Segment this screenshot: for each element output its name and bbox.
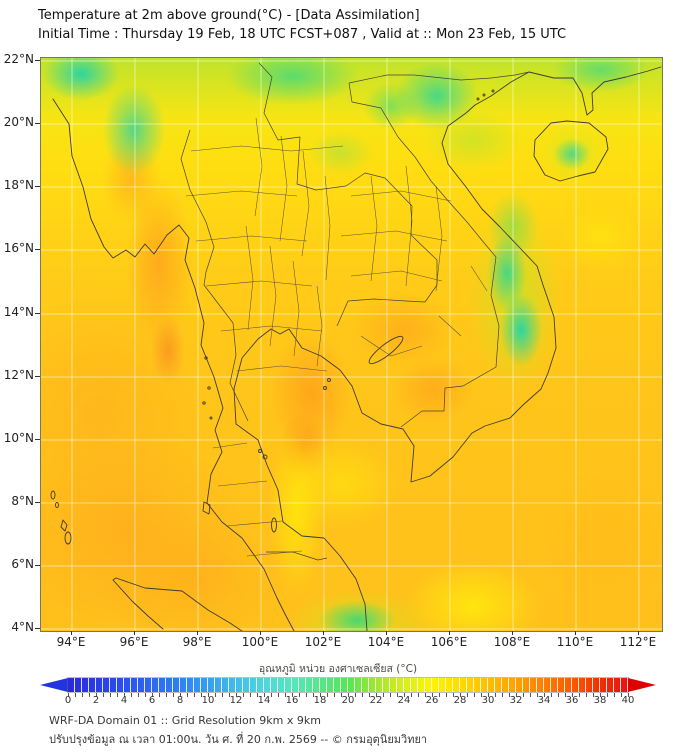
colorbar [40,677,656,697]
colorbar-tick-value: 38 [593,695,607,706]
lon-tick-label: 112°E [619,635,657,649]
lat-tick-label: 22°N [3,52,34,66]
header: Temperature at 2m above ground(°C) - [Da… [38,6,566,44]
map-canvas [40,57,663,632]
lat-tick-label: 8°N [11,494,34,508]
colorbar-tickmarks [68,693,629,697]
lon-tick-label: 96°E [119,635,149,649]
colorbar-tick-value: 0 [64,695,72,706]
lon-tickmark [71,631,72,635]
colorbar-tick-value: 24 [397,695,411,706]
lat-tickmark [35,186,40,187]
colorbar-tick-value: 36 [565,695,579,706]
lon-tick-label: 106°E [430,635,468,649]
footer-update-info: ปรับปรุงข้อมูล ณ เวลา 01:00น. วัน ศ. ที่… [49,733,428,746]
colorbar-left-arrow [40,678,68,692]
colorbar-cell-separators [68,678,628,692]
lat-tick-label: 6°N [11,557,34,571]
colorbar-tick-value: 26 [425,695,439,706]
lat-tick-label: 12°N [3,368,34,382]
lon-tickmark [323,631,324,635]
lon-tickmark [386,631,387,635]
lon-tick-label: 104°E [367,635,405,649]
colorbar-tick-value: 20 [341,695,355,706]
colorbar-tick-value: 30 [481,695,495,706]
lat-tickmark [35,565,40,566]
colorbar-tick-value: 22 [369,695,383,706]
lon-tickmark [575,631,576,635]
lat-tick-label: 14°N [3,305,34,319]
colorbar-tick-value: 18 [313,695,327,706]
lon-tick-label: 102°E [304,635,342,649]
colorbar-tick-value: 2 [92,695,100,706]
coastline-paths [50,66,662,631]
lon-tickmark [197,631,198,635]
colorbar-tick-value: 4 [120,695,128,706]
lat-tickmark [35,376,40,377]
country-border-paths [180,62,530,561]
temperature-heatmap-field [41,58,662,631]
lat-tickmark [35,439,40,440]
lat-tickmark [35,502,40,503]
lat-tickmark [35,313,40,314]
lat-tickmark [35,60,40,61]
colorbar-tick-value: 32 [509,695,523,706]
province-border-paths [185,117,488,557]
page-title: Temperature at 2m above ground(°C) - [Da… [38,8,420,23]
lon-tickmark [638,631,639,635]
lon-tick-label: 94°E [56,635,86,649]
lat-tick-label: 4°N [11,620,34,634]
lon-tickmark [260,631,261,635]
page-subtitle: Initial Time : Thursday 19 Feb, 18 UTC F… [38,27,567,42]
lat-tick-label: 20°N [3,115,34,129]
lon-tickmark [512,631,513,635]
colorbar-tick-value: 14 [257,695,271,706]
lon-tickmark [449,631,450,635]
footer-domain-info: WRF-DA Domain 01 :: Grid Resolution 9km … [49,714,321,727]
colorbar-tick-value: 6 [148,695,156,706]
colorbar-tick-value: 34 [537,695,551,706]
lon-tick-label: 108°E [493,635,531,649]
colorbar-tick-value: 8 [176,695,184,706]
lon-tick-label: 110°E [556,635,594,649]
lat-tick-label: 16°N [3,241,34,255]
colorbar-tick-value: 16 [285,695,299,706]
colorbar-tick-value: 12 [229,695,243,706]
lat-tick-label: 10°N [3,431,34,445]
lat-tickmark [35,249,40,250]
coastlines-borders-overlay [41,58,662,631]
lon-tick-label: 100°E [241,635,279,649]
colorbar-tick-value: 10 [201,695,215,706]
lat-tickmark [35,628,40,629]
lat-tickmark [35,123,40,124]
graticule-gridlines [41,58,662,631]
lon-tick-label: 98°E [182,635,212,649]
lon-tickmark [134,631,135,635]
colorbar-label: อุณหภูมิ หน่วย องศาเซลเซียส (°C) [258,663,418,675]
lat-tick-label: 18°N [3,178,34,192]
colorbar-right-arrow [628,678,656,692]
colorbar-tick-value: 28 [453,695,467,706]
colorbar-tick-value: 40 [621,695,635,706]
